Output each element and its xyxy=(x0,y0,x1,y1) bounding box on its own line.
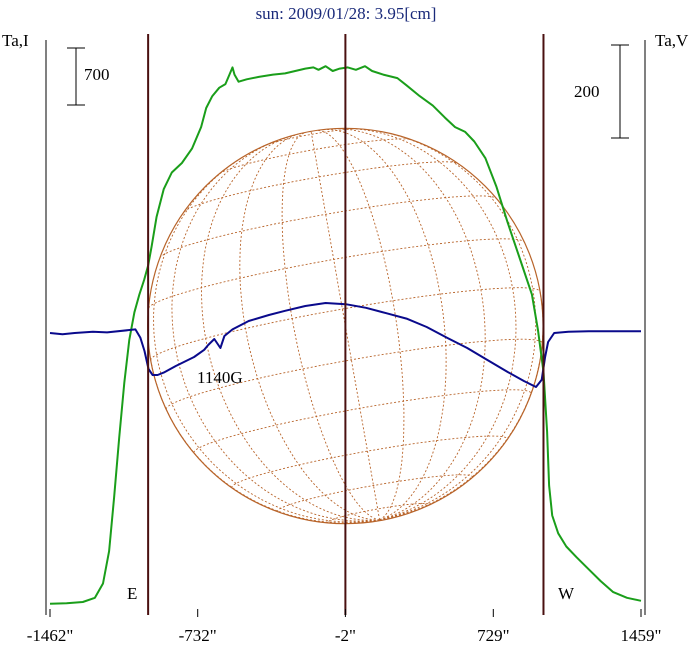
limb-lines xyxy=(147,34,545,615)
longitude-line xyxy=(346,127,517,521)
left-scale-bar: 700 xyxy=(67,47,110,106)
longitude-line xyxy=(332,128,486,521)
east-limb-label: E xyxy=(127,584,137,603)
west-limb-label: W xyxy=(558,584,575,603)
longitude-line xyxy=(171,140,380,522)
field-strength-annotation: 1140G xyxy=(197,368,243,387)
longitude-line xyxy=(310,131,381,520)
latitude-line xyxy=(159,195,497,259)
latitude-line xyxy=(148,238,525,309)
x-tick-label: 1459" xyxy=(621,626,662,645)
chart-title: sun: 2009/01/28: 3.95[cm] xyxy=(256,4,437,23)
latitude-line xyxy=(277,474,473,513)
solar-globe xyxy=(147,127,544,525)
left-axis-label: Ta,I xyxy=(2,31,29,50)
longitude-line xyxy=(239,132,380,521)
right-axis-label: Ta,V xyxy=(655,31,689,50)
longitude-line xyxy=(153,154,380,523)
latitude-line xyxy=(327,502,430,524)
x-axis-ticks: -1462" -732" -2" 729" 1459" xyxy=(27,609,662,645)
latitude-line xyxy=(150,287,541,361)
plot-frame xyxy=(45,40,646,615)
latitude-line xyxy=(231,435,508,489)
latitude-line xyxy=(165,338,543,410)
x-tick-label: -2" xyxy=(335,626,356,645)
left-scale-bar-label: 700 xyxy=(84,65,110,84)
series-layer xyxy=(49,65,642,605)
x-tick-label: -732" xyxy=(179,626,217,645)
right-scale-bar: 200 xyxy=(574,44,629,139)
right-scale-bar-label: 200 xyxy=(574,82,600,101)
longitude-line xyxy=(201,135,380,521)
longitude-line xyxy=(316,130,405,521)
intensity-series-line xyxy=(49,65,642,605)
polarization-series-line xyxy=(49,302,641,388)
longitude-line xyxy=(379,131,537,521)
longitude-line xyxy=(321,129,447,521)
x-tick-label: -1462" xyxy=(27,626,74,645)
x-tick-label: 729" xyxy=(477,626,509,645)
